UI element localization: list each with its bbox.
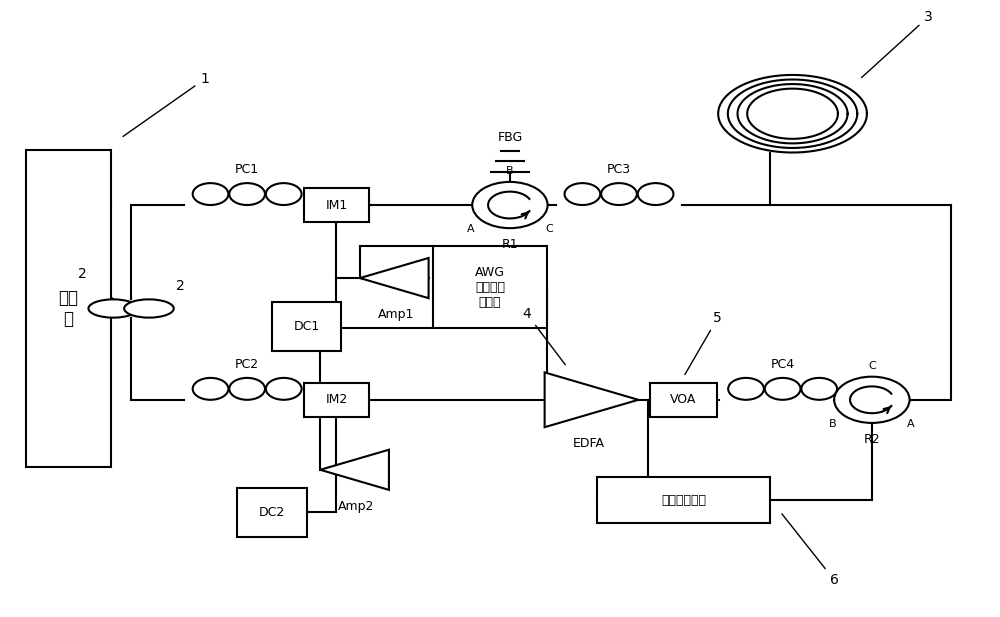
Bar bbox=[650, 383, 717, 416]
Text: EDFA: EDFA bbox=[573, 437, 605, 450]
Circle shape bbox=[801, 378, 837, 400]
Polygon shape bbox=[360, 258, 429, 298]
Text: 1: 1 bbox=[123, 72, 209, 136]
Text: B: B bbox=[506, 166, 514, 176]
Text: R2: R2 bbox=[864, 433, 880, 445]
Bar bbox=[597, 478, 770, 523]
Circle shape bbox=[601, 183, 637, 205]
Text: PC1: PC1 bbox=[235, 163, 259, 176]
Text: AWG
任意波形
发生器: AWG 任意波形 发生器 bbox=[475, 266, 505, 308]
Text: FBG: FBG bbox=[497, 131, 523, 144]
Text: C: C bbox=[868, 361, 876, 371]
Bar bbox=[304, 383, 369, 416]
Circle shape bbox=[193, 183, 228, 205]
Text: PC2: PC2 bbox=[235, 358, 259, 371]
Circle shape bbox=[765, 378, 800, 400]
Text: B: B bbox=[829, 419, 836, 429]
Polygon shape bbox=[320, 450, 389, 490]
Text: PC4: PC4 bbox=[771, 358, 795, 371]
Circle shape bbox=[834, 376, 910, 423]
Text: PC3: PC3 bbox=[607, 163, 631, 176]
Text: C: C bbox=[545, 224, 553, 234]
Text: 5: 5 bbox=[685, 311, 722, 375]
Text: Amp2: Amp2 bbox=[338, 500, 374, 513]
Bar bbox=[237, 488, 307, 537]
Text: 3: 3 bbox=[862, 10, 933, 78]
Text: A: A bbox=[467, 224, 474, 234]
Bar bbox=[433, 246, 547, 328]
Text: IM2: IM2 bbox=[325, 393, 348, 407]
Text: Amp1: Amp1 bbox=[378, 308, 414, 321]
Circle shape bbox=[565, 183, 600, 205]
Text: VOA: VOA bbox=[670, 393, 697, 407]
Circle shape bbox=[229, 183, 265, 205]
Circle shape bbox=[229, 378, 265, 400]
Bar bbox=[26, 151, 111, 466]
Bar bbox=[272, 302, 341, 351]
Circle shape bbox=[266, 183, 302, 205]
Text: 激光
器: 激光 器 bbox=[59, 289, 79, 328]
Circle shape bbox=[472, 182, 548, 228]
Text: 4: 4 bbox=[522, 307, 565, 365]
Circle shape bbox=[266, 378, 302, 400]
Text: 2: 2 bbox=[176, 280, 184, 293]
Circle shape bbox=[193, 378, 228, 400]
Text: R1: R1 bbox=[502, 238, 518, 251]
Ellipse shape bbox=[88, 299, 138, 318]
Text: 6: 6 bbox=[782, 514, 839, 587]
Circle shape bbox=[638, 183, 673, 205]
Text: DC1: DC1 bbox=[294, 320, 320, 333]
Ellipse shape bbox=[124, 299, 174, 318]
Text: DC2: DC2 bbox=[259, 506, 285, 519]
Text: A: A bbox=[907, 419, 915, 429]
Bar bbox=[304, 188, 369, 222]
Text: 数据采集模块: 数据采集模块 bbox=[661, 494, 706, 507]
Text: IM1: IM1 bbox=[325, 199, 348, 212]
Polygon shape bbox=[545, 373, 638, 427]
Circle shape bbox=[728, 378, 764, 400]
Text: 2: 2 bbox=[78, 267, 86, 281]
